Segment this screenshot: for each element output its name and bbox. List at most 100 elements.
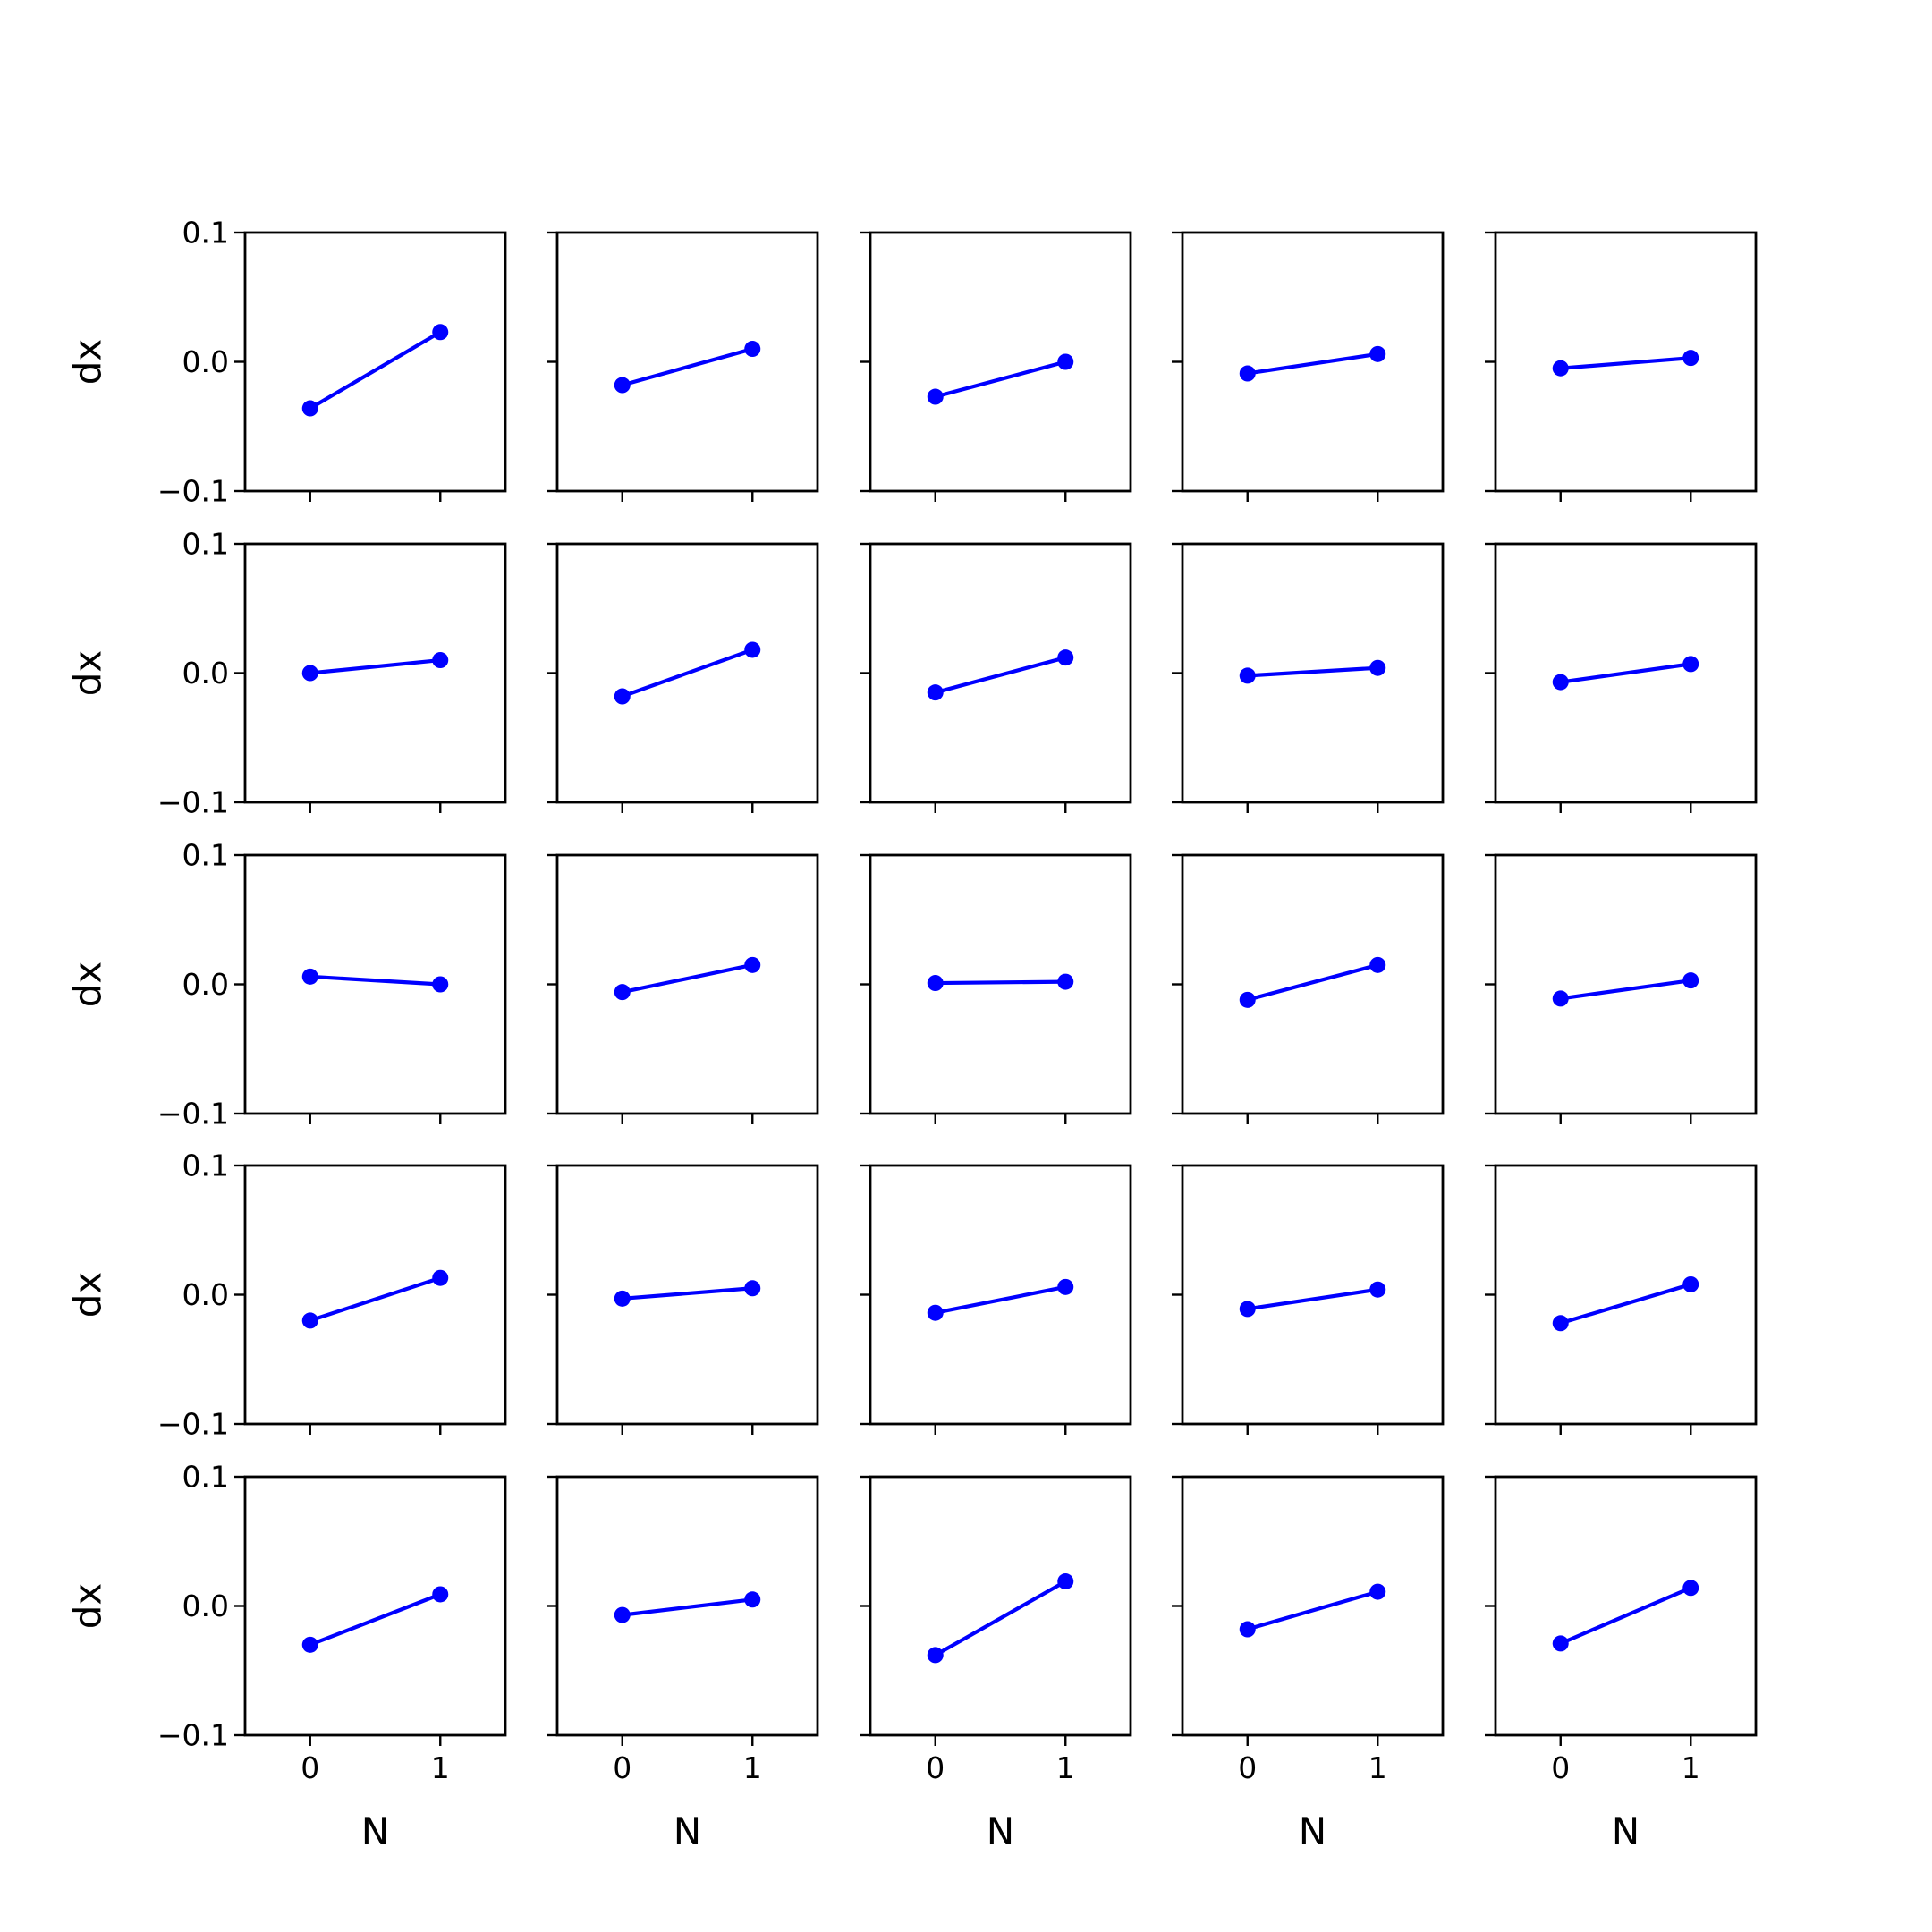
x-tick-label: 0 xyxy=(301,1750,319,1785)
x-tick-label: 1 xyxy=(431,1750,450,1785)
data-point xyxy=(927,388,944,405)
data-point xyxy=(1057,1573,1074,1590)
data-point xyxy=(1552,1315,1569,1332)
subplot-r2-c1: 0.1 0.0 −0.1 dx xyxy=(66,527,507,820)
series-line xyxy=(622,1286,753,1301)
subplot-r3-c2 xyxy=(547,853,819,1124)
data-point xyxy=(1369,1583,1386,1600)
data-point xyxy=(301,400,318,417)
subplot-r4-c1: 0.1 0.0 −0.1 dx xyxy=(66,1148,507,1442)
subplot-r4-c4 xyxy=(1172,1164,1445,1435)
y-axis-label: dx xyxy=(66,650,110,697)
x-tick-label: 1 xyxy=(1056,1750,1075,1785)
data-point xyxy=(614,1290,631,1307)
series-line xyxy=(622,1597,753,1617)
subplot-r5-c5: 0 1 N xyxy=(1485,1475,1758,1853)
data-point xyxy=(1057,1278,1074,1295)
subplot-r4-c3 xyxy=(860,1164,1132,1435)
plot-area xyxy=(869,1164,1132,1426)
data-point xyxy=(614,1606,631,1623)
data-point xyxy=(744,341,761,358)
data-point xyxy=(614,984,631,1001)
data-point xyxy=(614,688,631,705)
subplot-r1-c3 xyxy=(860,231,1132,502)
y-tick-label: 0.1 xyxy=(182,216,229,250)
y-tick-label: −0.1 xyxy=(157,474,229,509)
data-point xyxy=(927,975,944,992)
plot-area xyxy=(1494,1475,1758,1737)
plot-area xyxy=(555,231,819,493)
y-tick-label: −0.1 xyxy=(157,1718,229,1753)
series-line xyxy=(309,657,441,675)
x-tick-label: 0 xyxy=(1238,1750,1257,1785)
data-point xyxy=(614,377,631,394)
data-point xyxy=(1552,674,1569,691)
subplot-r4-c5 xyxy=(1485,1164,1758,1435)
y-tick-label: 0.1 xyxy=(182,527,229,562)
plot-area xyxy=(243,1164,507,1426)
plot-area xyxy=(243,853,507,1115)
x-tick-label: 0 xyxy=(613,1750,631,1785)
data-point xyxy=(744,956,761,973)
subplot-r4-c2 xyxy=(547,1164,819,1435)
x-tick-label: 1 xyxy=(1368,1750,1387,1785)
plot-area xyxy=(243,231,507,493)
y-tick-label: −0.1 xyxy=(157,785,229,820)
data-point xyxy=(1369,659,1386,676)
y-tick-label: 0.1 xyxy=(182,838,229,873)
y-tick-label: −0.1 xyxy=(157,1407,229,1442)
data-point xyxy=(1682,656,1699,673)
subplot-r3-c5 xyxy=(1485,853,1758,1124)
y-tick-label: 0.0 xyxy=(182,344,229,379)
subplot-r1-c1: 0.1 0.0 −0.1 dx xyxy=(66,216,507,509)
data-point xyxy=(1057,353,1074,370)
plot-area xyxy=(869,231,1132,493)
series-line xyxy=(1560,356,1691,370)
series-line xyxy=(309,330,442,411)
plot-area xyxy=(1181,1475,1445,1737)
subplot-r5-c3: 0 1 N xyxy=(860,1475,1132,1853)
subplot-r5-c4: 0 1 N xyxy=(1172,1475,1445,1853)
series-line xyxy=(1247,962,1378,1002)
series-line xyxy=(1247,1287,1378,1311)
data-point xyxy=(1682,350,1699,367)
series-line xyxy=(309,1275,441,1323)
series-line xyxy=(1247,665,1378,678)
x-tick-label: 0 xyxy=(1551,1750,1570,1785)
series-line xyxy=(622,347,753,387)
x-axis-label: N xyxy=(1299,1809,1326,1853)
x-axis-label: N xyxy=(1612,1809,1640,1853)
data-point xyxy=(744,1280,761,1297)
data-point xyxy=(1552,990,1569,1007)
y-axis-label: dx xyxy=(66,962,110,1008)
data-point xyxy=(301,665,318,682)
data-point xyxy=(927,1304,944,1321)
data-point xyxy=(1239,1621,1256,1638)
data-point xyxy=(1369,1281,1386,1298)
subplot-r5-c2: 0 1 N xyxy=(547,1475,819,1853)
data-point xyxy=(1057,973,1074,990)
subplot-r5-c1: 0.1 0.0 −0.1 0 1 dx N xyxy=(66,1460,507,1853)
plot-area xyxy=(1181,231,1445,493)
plot-area xyxy=(1181,1164,1445,1426)
y-axis-label: dx xyxy=(66,1272,110,1318)
plot-area xyxy=(869,1475,1132,1737)
y-tick-label: 0.0 xyxy=(182,1277,229,1312)
series-line xyxy=(1560,662,1691,684)
series-line xyxy=(622,648,753,699)
series-line xyxy=(622,962,753,995)
plot-area xyxy=(243,542,507,804)
data-point xyxy=(1682,1580,1699,1597)
series-line xyxy=(935,1284,1066,1315)
plot-area xyxy=(1494,853,1758,1115)
x-axis-label: N xyxy=(987,1809,1014,1853)
data-point xyxy=(1369,345,1386,362)
series-line xyxy=(1247,1589,1378,1631)
data-point xyxy=(927,1647,944,1664)
subplot-r2-c4 xyxy=(1172,542,1445,813)
subplot-r3-c4 xyxy=(1172,853,1445,1124)
data-point xyxy=(1239,365,1256,382)
series-line xyxy=(1560,979,1691,1001)
y-tick-label: 0.0 xyxy=(182,967,229,1002)
